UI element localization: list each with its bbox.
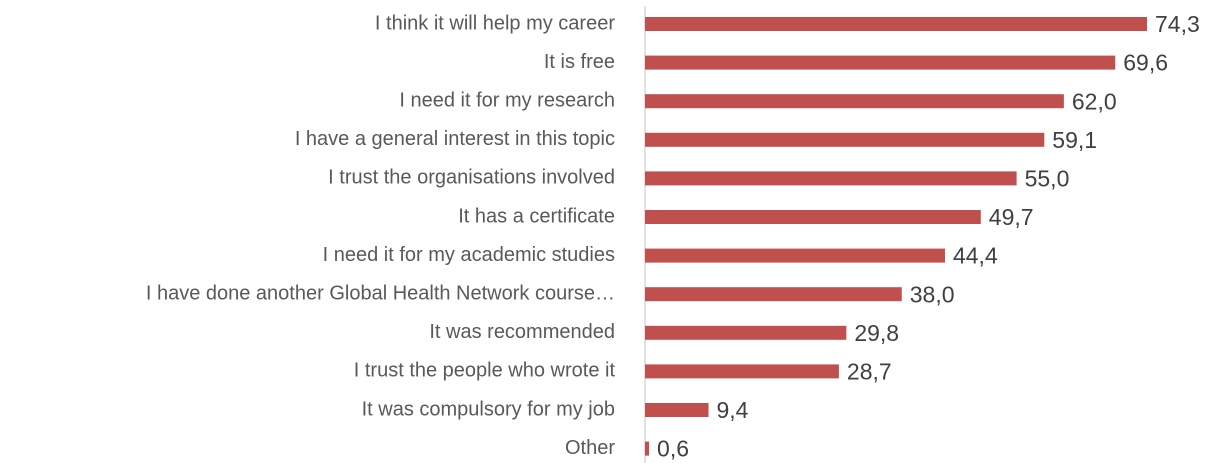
value-label: 0,6 xyxy=(657,436,689,462)
value-label: 55,0 xyxy=(1025,165,1070,191)
category-label: I trust the people who wrote it xyxy=(354,360,616,382)
bar xyxy=(645,132,1045,147)
value-label: 62,0 xyxy=(1072,88,1117,114)
category-label: Other xyxy=(565,437,615,459)
category-label: I have done another Global Health Networ… xyxy=(146,282,615,304)
category-label: I need it for my academic studies xyxy=(323,244,615,266)
value-label: 49,7 xyxy=(989,204,1034,230)
bar xyxy=(645,441,650,456)
value-label: 69,6 xyxy=(1123,50,1168,76)
value-label: 74,3 xyxy=(1155,11,1200,37)
value-label: 29,8 xyxy=(854,320,899,346)
bar xyxy=(645,17,1147,31)
bar xyxy=(645,364,839,379)
bar xyxy=(645,325,847,340)
category-label: It was compulsory for my job xyxy=(362,398,615,420)
category-label: It has a certificate xyxy=(458,205,615,227)
bar xyxy=(645,171,1017,186)
category-label: It is free xyxy=(544,51,615,73)
bar xyxy=(645,287,902,302)
value-label: 38,0 xyxy=(910,281,955,307)
bar xyxy=(645,403,709,417)
bar xyxy=(645,248,945,263)
bar xyxy=(645,55,1116,70)
value-label: 44,4 xyxy=(953,243,998,269)
bar xyxy=(645,210,981,224)
category-label: I think it will help my career xyxy=(375,12,615,34)
value-label: 28,7 xyxy=(847,358,892,384)
category-label: I have a general interest in this topic xyxy=(295,128,615,150)
category-label: I trust the organisations involved xyxy=(328,167,615,189)
value-label: 9,4 xyxy=(717,397,749,423)
category-label: It was recommended xyxy=(429,321,615,343)
value-label: 59,1 xyxy=(1052,127,1097,153)
bar xyxy=(645,94,1064,109)
category-label: I need it for my research xyxy=(399,89,615,111)
